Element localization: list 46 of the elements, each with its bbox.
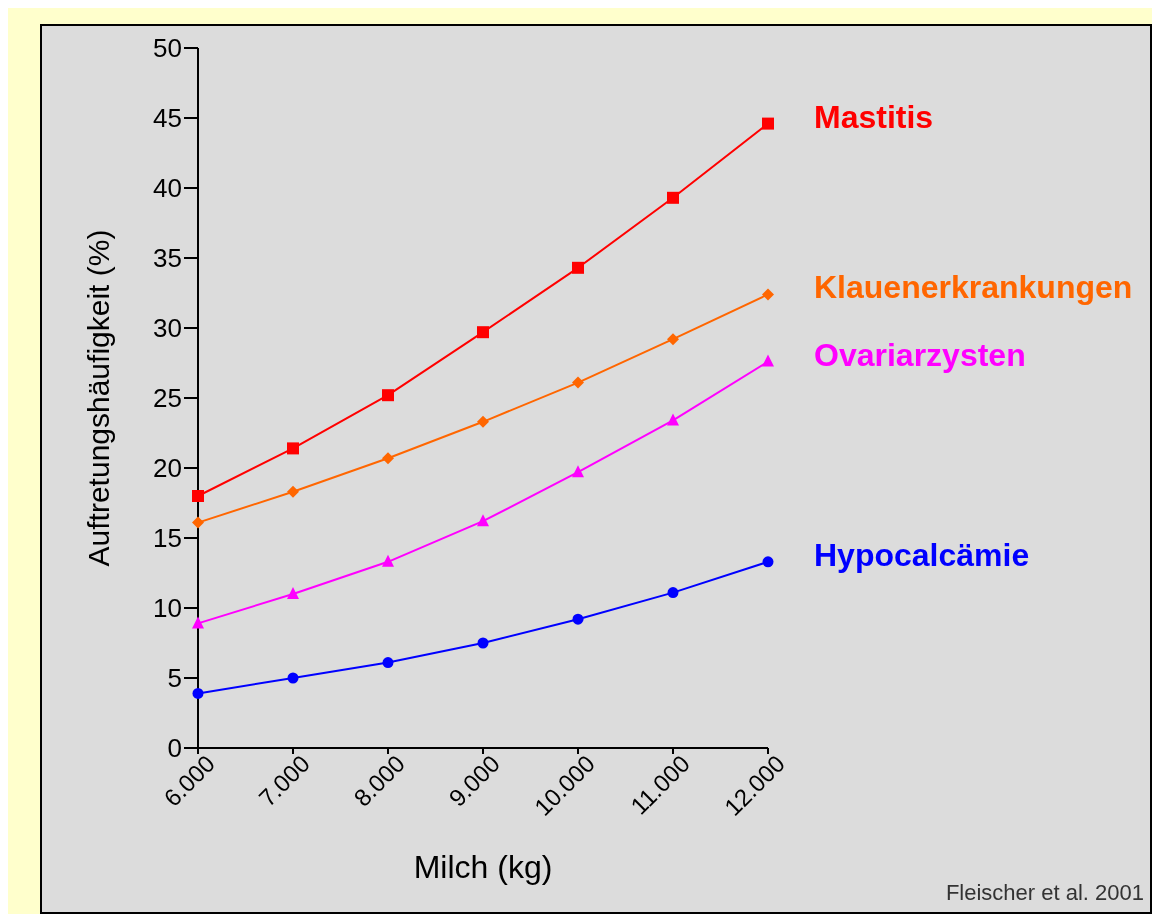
y-tick-label: 50	[153, 33, 182, 64]
point	[287, 672, 299, 684]
point	[572, 465, 584, 478]
point	[382, 554, 394, 567]
point	[667, 191, 679, 204]
series-label: Klauenerkrankungen	[814, 269, 1133, 306]
point	[762, 117, 774, 130]
y-tick-label: 15	[153, 523, 182, 554]
point	[667, 587, 679, 599]
point	[192, 616, 204, 629]
y-tick-label: 45	[153, 103, 182, 134]
series-label: Mastitis	[814, 98, 934, 135]
point	[287, 485, 299, 498]
y-tick-label: 25	[153, 383, 182, 414]
point	[762, 288, 774, 301]
point	[192, 490, 204, 502]
point	[762, 354, 774, 367]
y-tick-label: 0	[167, 733, 182, 764]
y-tick-label: 5	[167, 663, 182, 694]
point	[477, 514, 489, 527]
point	[762, 556, 774, 568]
point	[477, 326, 489, 339]
point	[287, 442, 299, 455]
y-tick-label: 10	[153, 593, 182, 624]
point	[667, 333, 679, 346]
point	[287, 587, 299, 599]
series-label: Hypocalcämie	[814, 536, 1030, 573]
point	[572, 613, 584, 625]
point	[382, 657, 394, 669]
text: Fleischer et al. 2001	[945, 880, 1144, 906]
point	[477, 415, 489, 428]
point	[382, 452, 394, 465]
point	[667, 413, 679, 426]
y-tick-label: 20	[153, 453, 182, 484]
y-tick-label: 40	[153, 173, 182, 204]
series-label: Ovariarzysten	[814, 336, 1026, 373]
point	[192, 516, 204, 529]
point	[477, 637, 489, 649]
y-axis-title: Auftretungshäufigkeit (%)	[81, 229, 115, 567]
x-axis-title: Milch (kg)	[413, 849, 553, 885]
y-tick-label: 30	[153, 313, 182, 344]
point	[572, 376, 584, 389]
point	[382, 389, 394, 402]
point	[192, 687, 204, 699]
point	[572, 261, 584, 274]
y-tick-label: 35	[153, 243, 182, 274]
